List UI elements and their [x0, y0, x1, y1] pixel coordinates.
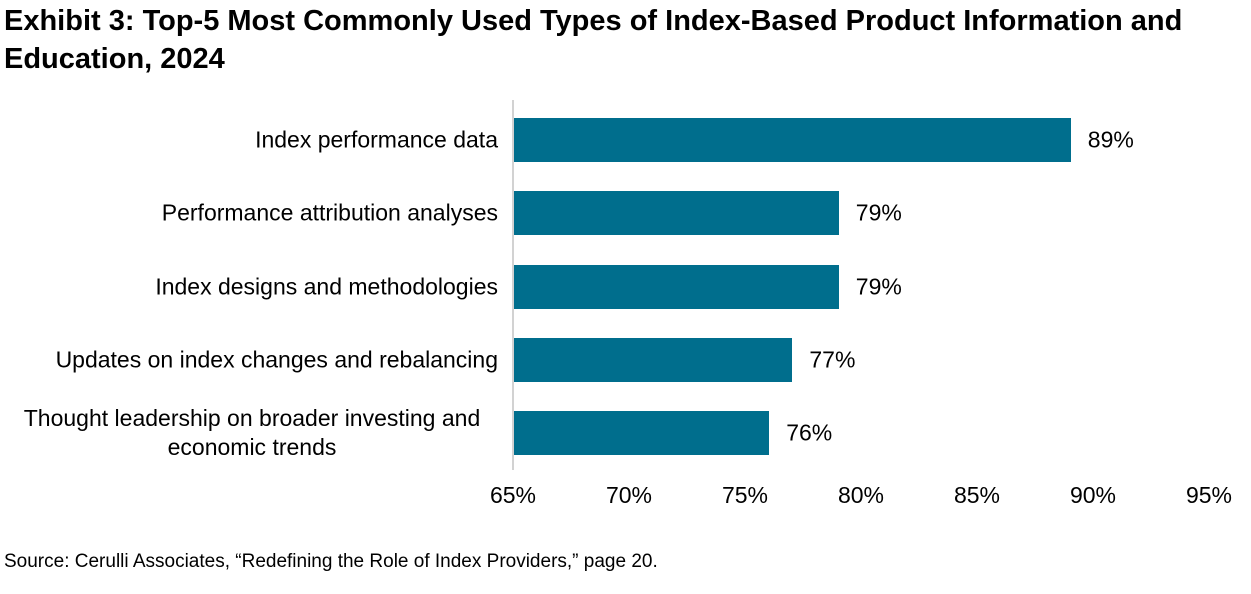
category-label-column: Index performance data Performance attrib… [0, 100, 512, 470]
bar-value-label: 77% [809, 346, 856, 373]
chart-title: Exhibit 3: Top-5 Most Commonly Used Type… [4, 5, 1183, 75]
x-tick-label: 90% [1069, 482, 1117, 508]
bar [514, 411, 770, 455]
bar [514, 264, 839, 309]
x-axis-tick-row: 65% 70% 75% 80% 85% 90% 95% [490, 482, 1232, 510]
source-note: Source: Cerulli Associates, “Redefining … [4, 551, 658, 572]
bar-value-label: 89% [1087, 126, 1134, 153]
category-label: Index performance data [255, 126, 498, 153]
x-tick-label: 75% [721, 482, 769, 508]
bar-value-label: 76% [786, 419, 833, 446]
bar-value-label: 79% [855, 199, 902, 226]
category-label: Performance attribution analyses [161, 199, 498, 226]
x-tick-label: 85% [953, 482, 1001, 508]
bar [514, 337, 793, 382]
x-tick-label: 80% [837, 482, 885, 508]
bar [514, 191, 839, 236]
x-tick-label: 65% [489, 482, 537, 508]
x-tick-label: 95% [1185, 482, 1233, 508]
x-tick-label: 70% [605, 482, 653, 508]
bar-value-label: 79% [855, 273, 902, 299]
category-label: Index designs and methodologies [155, 273, 498, 299]
bar [514, 118, 1071, 162]
plot-area: 89% 79% 79% 77% 76% [512, 100, 1224, 470]
category-label: Thought leadership on broader investing … [23, 405, 481, 460]
category-label: Updates on index changes and rebalancing [55, 346, 498, 373]
